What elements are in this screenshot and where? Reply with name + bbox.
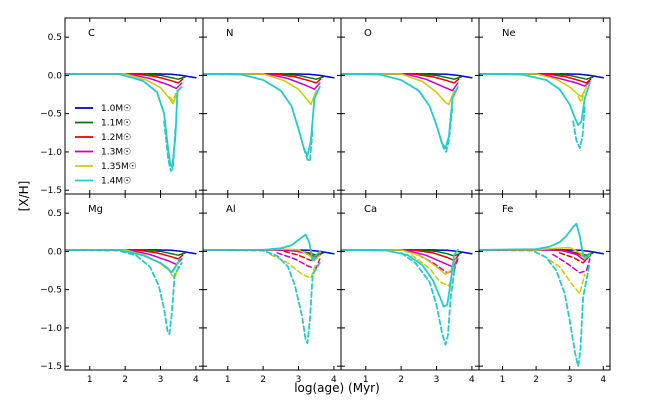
- panel-frame-ne: [478, 17, 611, 195]
- legend-label-1-2m: 1.2M☉: [101, 133, 131, 143]
- legend: 1.0M☉ 1.1M☉ 1.2M☉ 1.3M☉ 1.35M☉ 1.4M☉: [75, 104, 137, 187]
- panel-frame-o: [340, 17, 480, 195]
- panel-label-fe: Fe: [502, 204, 513, 215]
- panel-label-n: N: [226, 28, 233, 39]
- ne-solid-1-35m: [479, 73, 588, 98]
- x-tick-label: 2: [533, 375, 539, 385]
- al-solid-1-4m: [203, 233, 321, 262]
- ne-dashed-1-4m: [572, 105, 586, 150]
- al-dashed-1-4m: [203, 248, 321, 345]
- y-tick-label: −1.0: [40, 324, 62, 334]
- panel-frame-al: [202, 193, 342, 371]
- panel-al: 1 2 3 4 Al: [202, 193, 342, 385]
- x-tick-label: 4: [193, 375, 199, 385]
- o-solid-1-35m: [341, 73, 455, 106]
- panel-label-al: Al: [226, 204, 236, 215]
- c-solid-1-35m: [65, 73, 179, 105]
- ne-solid-1-4m: [479, 73, 591, 126]
- panel-n: N: [202, 17, 342, 195]
- fe-dashed-1-4m: [479, 248, 591, 368]
- panel-label-ca: Ca: [364, 204, 377, 215]
- n-dashed-1-4m: [302, 128, 314, 163]
- x-tick-label: 4: [600, 375, 606, 385]
- x-tick-label: 2: [260, 375, 266, 385]
- y-tick-label: −1.0: [40, 148, 62, 158]
- panel-label-mg: Mg: [88, 204, 103, 215]
- y-tick-label: 0.5: [48, 33, 62, 43]
- panel-frame-n: [202, 17, 342, 195]
- panel-mg: 0.5 0.0 −0.5 −1.0 −1.5 1 2 3 4 Mg: [40, 193, 204, 385]
- o-solid-1-4m: [341, 73, 459, 150]
- legend-label-1-3m: 1.3M☉: [101, 148, 131, 158]
- fe-dashed-1-35m: [542, 254, 586, 295]
- panel-frame-ca: [340, 193, 480, 371]
- y-axis-label: [X/H]: [17, 181, 31, 212]
- panel-label-ne: Ne: [502, 28, 516, 39]
- mg-dashed-1-4m: [65, 248, 183, 335]
- c-dashed-1-35m: [168, 91, 178, 102]
- ne-dashed-1-35m: [577, 89, 586, 103]
- ca-solid-1-4m: [341, 248, 459, 308]
- x-tick-label: 1: [87, 375, 93, 385]
- n-solid-1-35m: [203, 73, 317, 106]
- x-axis-label: log(age) (Myr): [294, 381, 380, 395]
- x-tick-label: 2: [122, 375, 128, 385]
- panel-frame-fe: [478, 193, 611, 371]
- x-tick-label: 3: [158, 375, 164, 385]
- x-tick-label: 4: [331, 375, 337, 385]
- x-tick-label: 2: [398, 375, 404, 385]
- ca-dashed-1-4m: [400, 251, 457, 346]
- legend-label-1-35m: 1.35M☉: [101, 162, 137, 172]
- panel-o: O: [340, 17, 480, 195]
- x-tick-label: 4: [469, 375, 475, 385]
- panel-ne: Ne: [478, 17, 611, 195]
- y-tick-label: −0.5: [40, 286, 62, 296]
- n-solid-1-2m: [203, 73, 322, 84]
- x-tick-label: 1: [225, 375, 231, 385]
- mg-solid-1-4m: [65, 248, 181, 274]
- legend-label-1-4m: 1.4M☉: [101, 177, 131, 187]
- panel-fe: 1 2 3 4 Fe: [478, 193, 611, 385]
- o-solid-1-2m: [341, 73, 460, 84]
- x-tick-label: 3: [567, 375, 573, 385]
- panel-grid: 0.5 0.0 −0.5 −1.0 −1.5 C N O Ne 0.5 0.0 −0.5 −1.0 −1.…: [40, 17, 611, 385]
- x-tick-label: 1: [500, 375, 506, 385]
- fe-solid-1-4m: [479, 222, 591, 259]
- ca-solid-1-2m: [341, 249, 460, 262]
- ca-solid-1-35m: [341, 249, 457, 276]
- y-tick-label: 0.0: [48, 71, 63, 81]
- c-solid-1-4m: [65, 73, 183, 169]
- panel-ca: 1 2 3 4 Ca: [340, 193, 480, 385]
- mg-solid-1-35m: [65, 249, 179, 273]
- y-tick-label: −1.5: [40, 186, 62, 196]
- x-tick-label: 1: [363, 375, 369, 385]
- legend-label-1-0m: 1.0M☉: [101, 104, 131, 114]
- x-tick-label: 3: [296, 375, 302, 385]
- legend-label-1-1m: 1.1M☉: [101, 119, 131, 129]
- fe-dashed-1-3m: [552, 253, 591, 274]
- y-tick-label: −0.5: [40, 110, 62, 120]
- panel-frame-mg: [64, 193, 204, 371]
- y-tick-label: 0.0: [48, 247, 63, 257]
- n-solid-1-4m: [203, 73, 321, 157]
- y-tick-label: 0.5: [48, 209, 62, 219]
- panel-label-c: C: [88, 28, 95, 39]
- x-tick-label: 3: [434, 375, 440, 385]
- panel-label-o: O: [364, 28, 372, 39]
- y-tick-label: −1.5: [40, 362, 62, 372]
